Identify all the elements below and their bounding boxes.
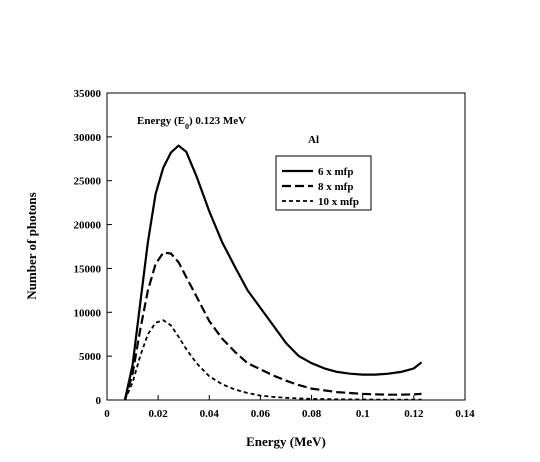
legend: 6 x mfp 8 x mfp 10 x mfp (275, 155, 372, 211)
x-tick-label-5: 0.1 (356, 408, 370, 420)
y-tick-label-5: 25000 (74, 176, 102, 188)
x-tick-label-4: 0.08 (302, 408, 322, 420)
x-tick-label-1: 0.02 (149, 408, 169, 420)
x-axis-title: Energy (MeV) (246, 434, 326, 449)
energy-annotation-rest: ) 0.123 MeV (189, 115, 246, 127)
x-tick-label-0: 0 (104, 408, 110, 420)
x-tick-label-2: 0.04 (200, 408, 220, 420)
axis-ticks (106, 92, 466, 401)
y-tick-label-0: 0 (96, 395, 102, 407)
material-annotation: Al (308, 134, 319, 146)
series-line-0 (123, 144, 423, 401)
y-tick-label-2: 10000 (74, 307, 102, 319)
series-line-1 (123, 251, 422, 401)
legend-label-10mfp: 10 x mfp (318, 196, 359, 208)
y-tick-label-7: 35000 (74, 88, 102, 100)
energy-annotation-subscript: 0 (185, 122, 189, 131)
x-tick-label-6: 0.12 (404, 408, 424, 420)
plot-frame (106, 92, 466, 401)
series-lines (123, 144, 423, 401)
y-tick-label-3: 15000 (74, 263, 102, 275)
axis-tick-labels: 0 0.02 0.04 0.06 0.08 0.1 0.12 0.14 0 5000 10000 15… (74, 88, 476, 420)
x-tick-label-3: 0.06 (251, 408, 271, 420)
y-tick-label-4: 20000 (74, 220, 102, 232)
y-tick-label-1: 5000 (79, 351, 102, 363)
energy-annotation-main: Energy (E (137, 115, 185, 127)
y-tick-label-6: 30000 (74, 132, 102, 144)
y-axis-title: Number of photons (24, 192, 39, 299)
series-line-2 (124, 319, 422, 401)
legend-label-6mfp: 6 x mfp (318, 166, 353, 178)
energy-annotation: Energy (E0) 0.123 MeV (137, 115, 246, 131)
x-tick-label-7: 0.14 (455, 408, 475, 420)
legend-label-8mfp: 8 x mfp (318, 181, 353, 193)
